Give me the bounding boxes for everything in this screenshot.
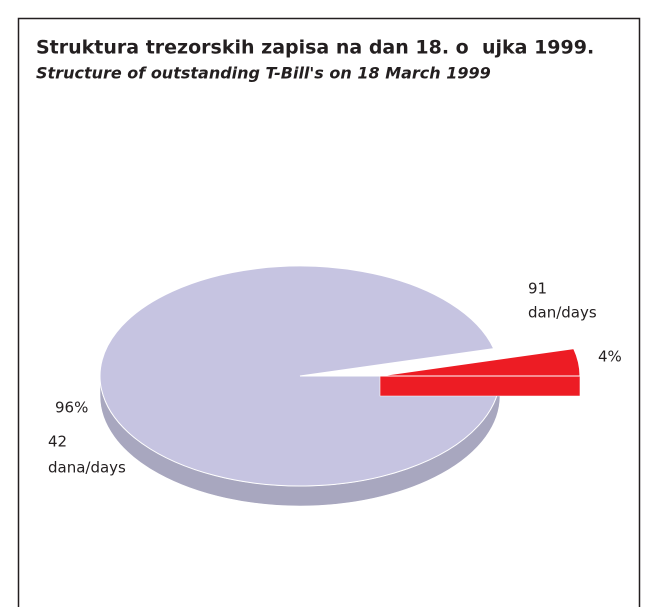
category-label: dana/days <box>48 459 126 477</box>
category-label: 91 <box>528 280 547 298</box>
value-label: 96% <box>55 399 88 417</box>
chart-subtitle: Structure of outstanding T-Bill's on 18 … <box>36 64 491 83</box>
category-label: 42 <box>48 433 67 451</box>
slice-cut <box>379 375 581 397</box>
value-label: 4% <box>598 348 622 366</box>
chart-title: Struktura trezorskih zapisa na dan 18. o… <box>36 37 594 59</box>
slice <box>379 348 581 377</box>
category-label: dan/days <box>528 304 597 322</box>
frame <box>17 17 641 607</box>
slice <box>99 265 501 487</box>
